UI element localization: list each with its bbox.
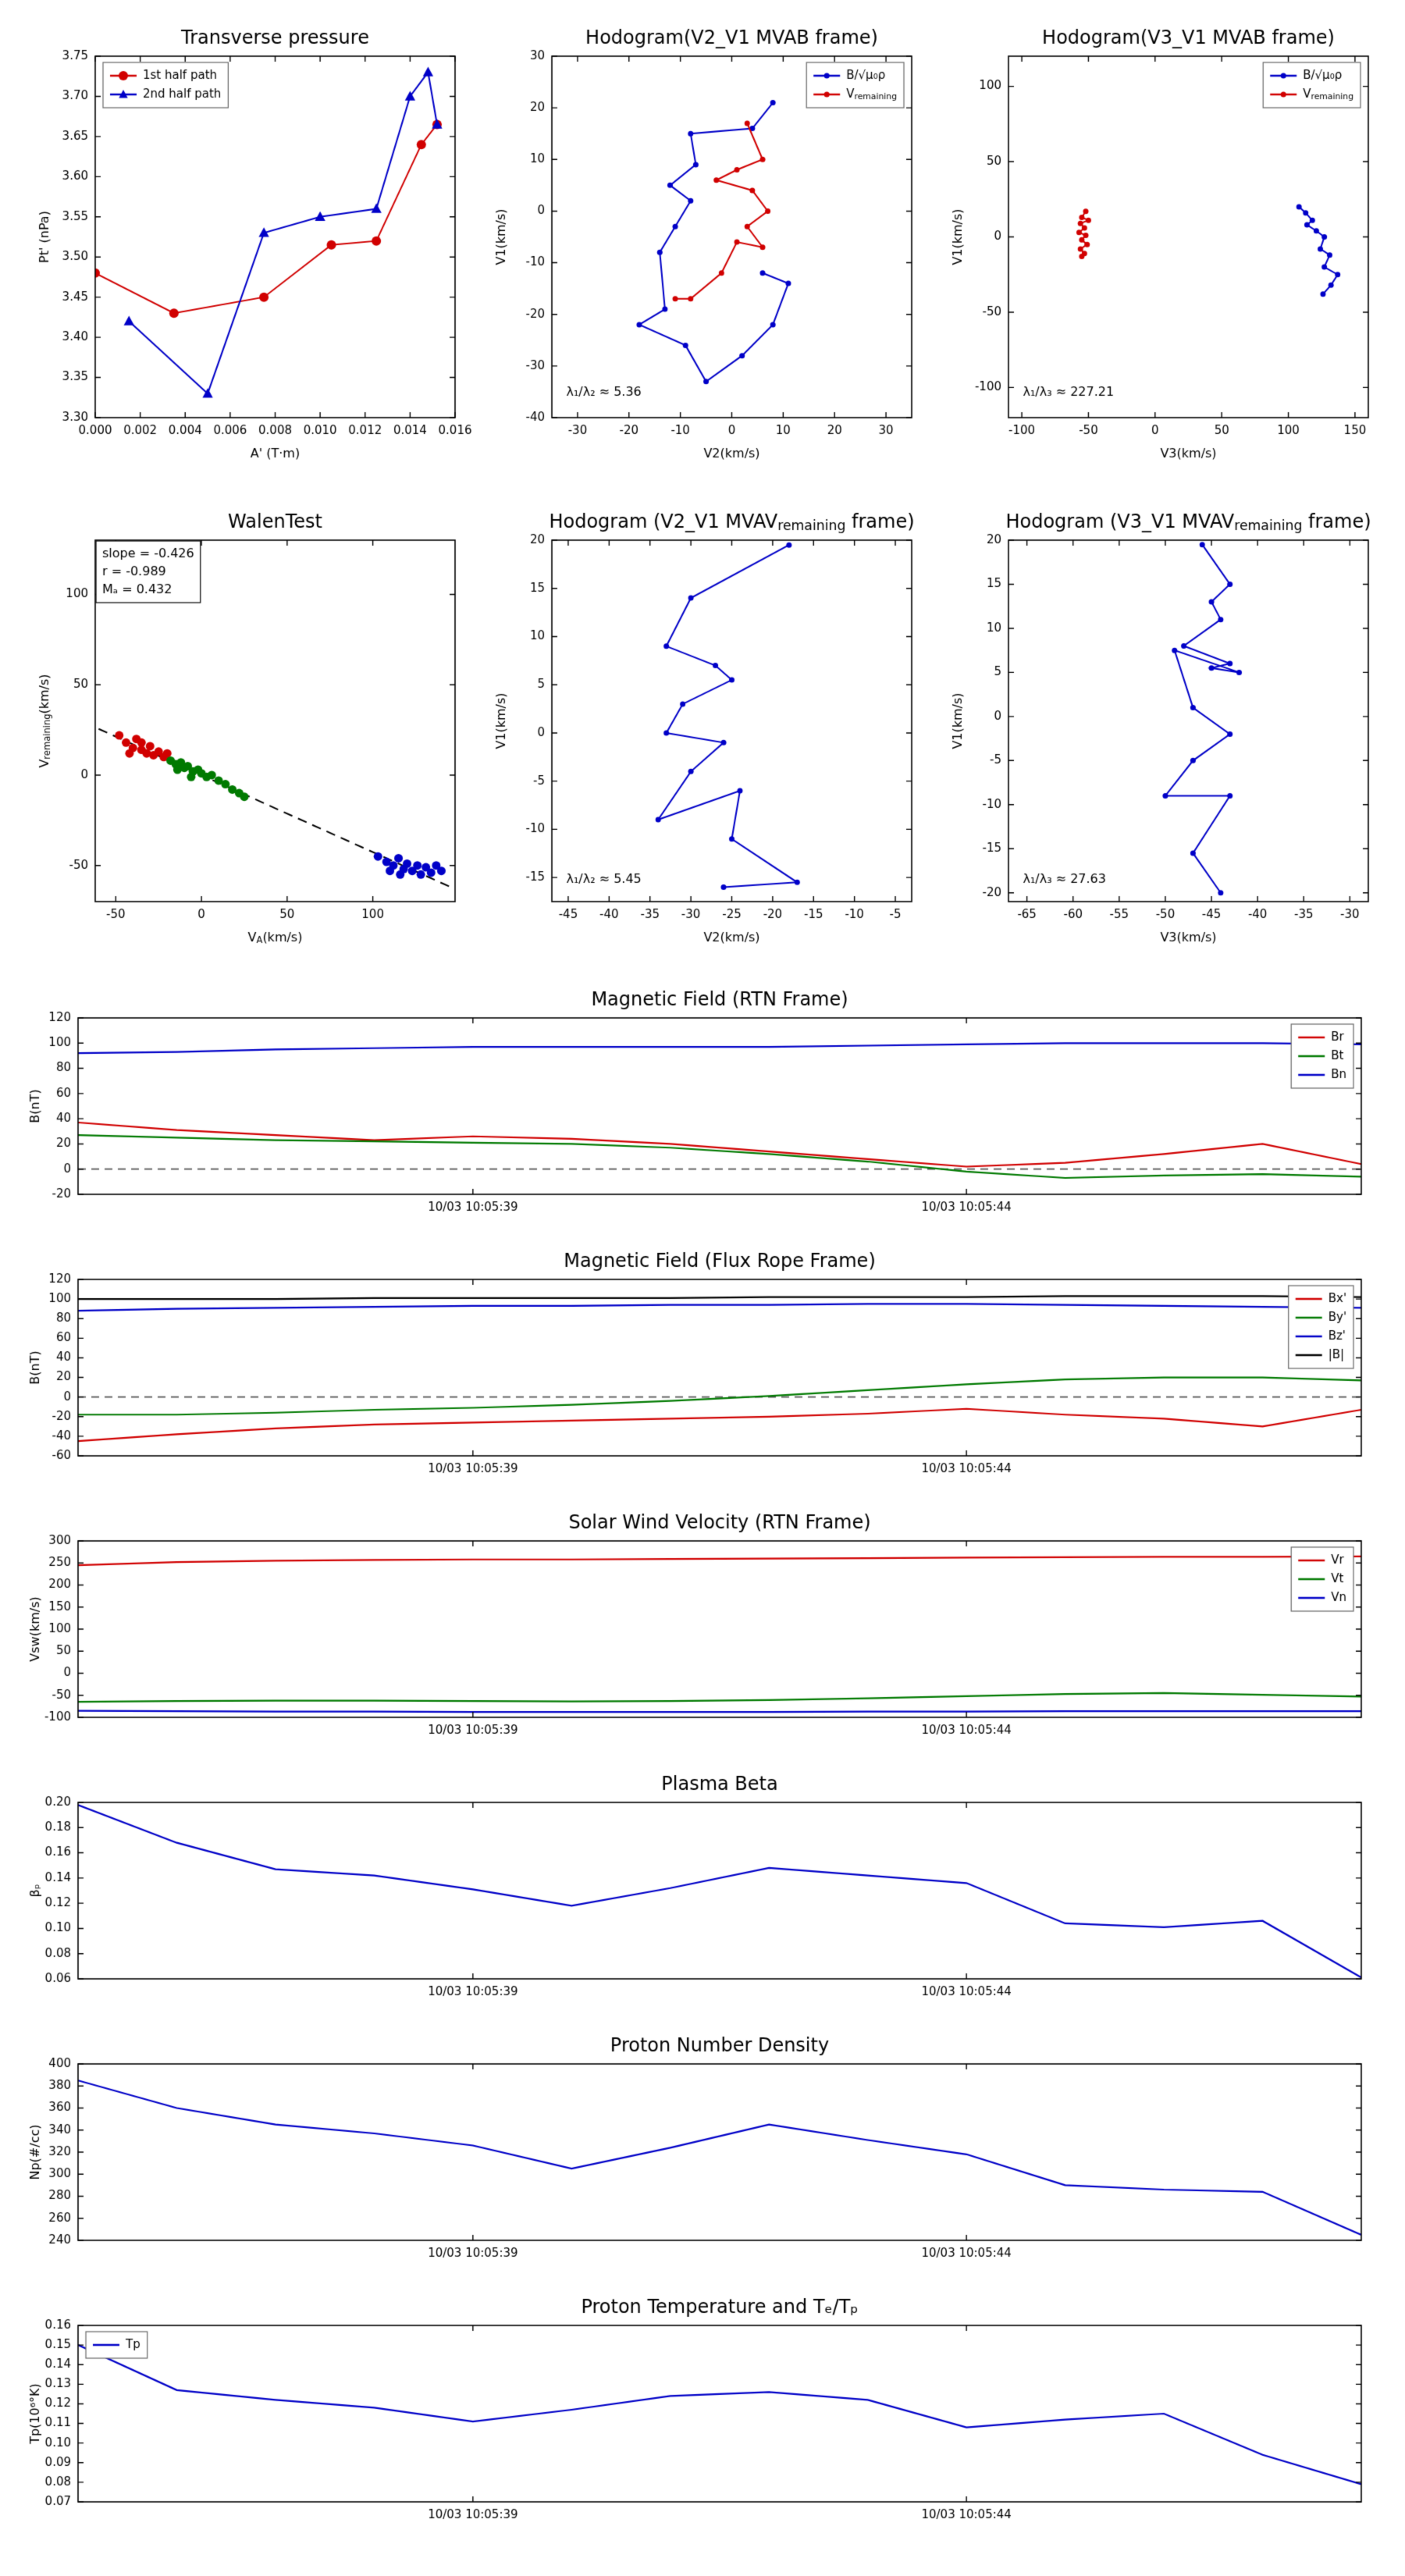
chart-magnetic-field-flux-rope [16,1245,1389,1493]
chart-plasma-beta [16,1768,1389,2016]
chart-transverse-pressure [23,16,472,472]
chart-magnetic-field-rtn [16,984,1389,1232]
chart-solar-wind-velocity [16,1507,1389,1755]
chart-proton-temperature [16,2291,1389,2539]
chart-proton-number-density [16,2030,1389,2278]
chart-hodogram-v2v1-mvav [480,500,929,956]
chart-hodogram-v2v1-mvab [480,16,929,472]
chart-hodogram-v3v1-mvav [937,500,1385,956]
chart-walen-test [23,500,472,956]
chart-hodogram-v3v1-mvab [937,16,1385,472]
